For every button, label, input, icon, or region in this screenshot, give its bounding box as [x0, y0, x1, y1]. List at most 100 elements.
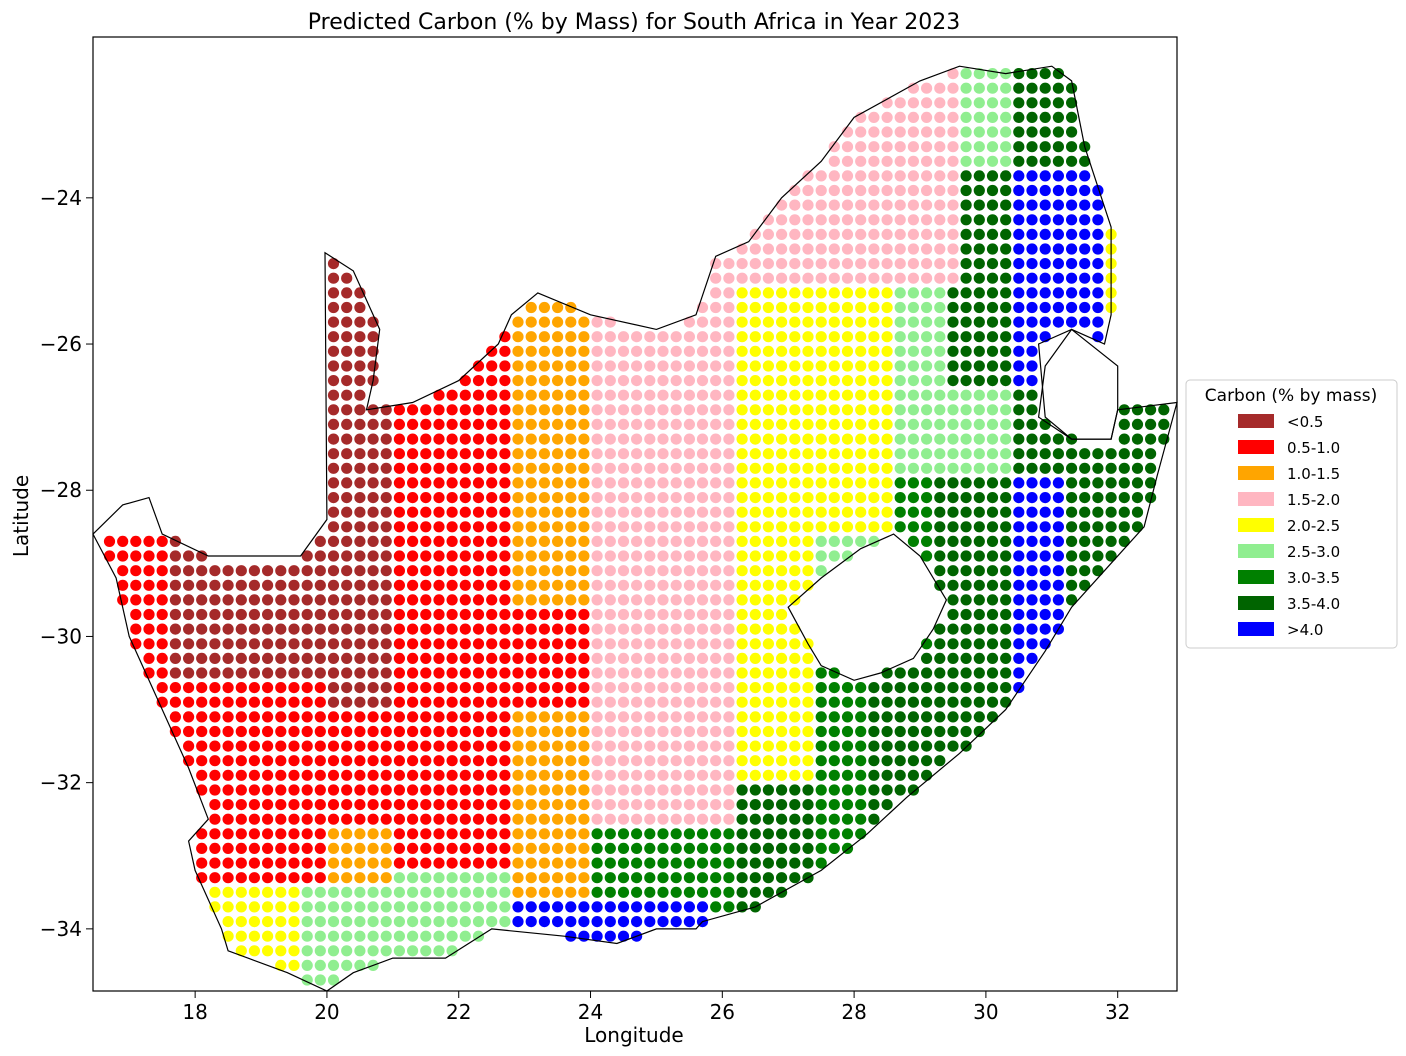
prediction-point — [986, 170, 999, 182]
prediction-point — [393, 813, 405, 825]
prediction-point — [499, 682, 511, 694]
prediction-point — [354, 535, 366, 548]
prediction-point — [934, 111, 946, 123]
prediction-point — [789, 360, 801, 372]
prediction-point — [657, 857, 669, 869]
prediction-point — [525, 740, 537, 752]
prediction-point — [341, 492, 353, 504]
prediction-point — [828, 228, 840, 240]
prediction-point — [617, 638, 630, 650]
prediction-point — [960, 492, 972, 504]
prediction-point — [486, 623, 498, 635]
prediction-point — [117, 594, 129, 606]
prediction-point — [789, 492, 801, 504]
prediction-point — [591, 579, 603, 591]
prediction-point — [1013, 448, 1025, 460]
prediction-point — [696, 375, 709, 387]
prediction-point — [472, 652, 485, 665]
prediction-point — [525, 725, 537, 738]
prediction-point — [789, 711, 801, 723]
prediction-point — [222, 565, 234, 577]
prediction-point — [921, 404, 933, 416]
prediction-point — [828, 506, 840, 518]
prediction-point — [960, 535, 972, 548]
prediction-point — [828, 842, 840, 855]
prediction-point — [341, 842, 353, 855]
prediction-point — [841, 725, 854, 738]
prediction-point — [644, 682, 656, 694]
prediction-point — [248, 755, 260, 767]
prediction-point — [802, 301, 814, 314]
prediction-point — [894, 667, 906, 679]
prediction-point — [947, 243, 959, 255]
prediction-point — [960, 565, 972, 577]
prediction-point — [683, 828, 696, 840]
prediction-point — [314, 784, 326, 796]
prediction-point — [486, 404, 498, 416]
prediction-point — [341, 638, 353, 650]
prediction-point — [327, 667, 340, 679]
prediction-point — [670, 652, 682, 665]
prediction-point — [301, 623, 313, 635]
prediction-point — [802, 521, 814, 533]
prediction-point — [275, 872, 287, 884]
prediction-point — [288, 711, 300, 723]
prediction-point — [789, 316, 801, 328]
prediction-point — [828, 725, 840, 738]
prediction-point — [446, 799, 458, 811]
prediction-point — [1052, 272, 1064, 284]
prediction-point — [921, 345, 933, 357]
prediction-point — [631, 667, 643, 679]
prediction-point — [841, 272, 854, 284]
prediction-point — [921, 331, 933, 343]
prediction-point — [696, 492, 709, 504]
prediction-point — [1026, 287, 1038, 299]
prediction-point — [815, 696, 827, 708]
prediction-point — [683, 667, 696, 679]
prediction-point — [723, 857, 735, 869]
prediction-point — [921, 696, 933, 708]
prediction-point — [1039, 184, 1051, 197]
prediction-point — [209, 886, 221, 898]
prediction-point — [841, 214, 854, 226]
prediction-point — [828, 389, 840, 401]
prediction-point — [815, 857, 827, 869]
prediction-point — [380, 842, 392, 855]
prediction-point — [327, 345, 340, 357]
prediction-point — [393, 521, 405, 533]
prediction-point — [815, 375, 827, 387]
prediction-point — [354, 433, 366, 445]
prediction-point — [354, 389, 366, 401]
prediction-point — [578, 799, 590, 811]
prediction-point — [248, 769, 260, 781]
prediction-point — [631, 799, 643, 811]
prediction-point — [1092, 199, 1104, 211]
prediction-point — [1013, 111, 1025, 123]
prediction-point — [841, 301, 854, 314]
prediction-point — [578, 842, 590, 855]
prediction-point — [512, 360, 524, 372]
x-tick-label: 22 — [446, 1000, 471, 1024]
prediction-point — [591, 433, 603, 445]
prediction-point — [749, 579, 761, 591]
prediction-point — [314, 901, 326, 913]
prediction-point — [288, 725, 300, 738]
prediction-point — [776, 389, 788, 401]
prediction-point — [1013, 170, 1025, 182]
prediction-point — [868, 740, 880, 752]
prediction-point — [828, 535, 840, 548]
prediction-point — [604, 652, 616, 665]
prediction-point — [354, 872, 366, 884]
prediction-point — [683, 916, 696, 928]
prediction-point — [960, 638, 972, 650]
prediction-point — [934, 272, 946, 284]
prediction-point — [1013, 506, 1025, 518]
prediction-point — [591, 375, 603, 387]
prediction-point — [538, 418, 551, 430]
prediction-point — [446, 521, 458, 533]
prediction-point — [868, 199, 880, 211]
prediction-point — [512, 492, 524, 504]
prediction-point — [1066, 521, 1078, 533]
prediction-point — [617, 579, 630, 591]
prediction-point — [1079, 579, 1091, 591]
